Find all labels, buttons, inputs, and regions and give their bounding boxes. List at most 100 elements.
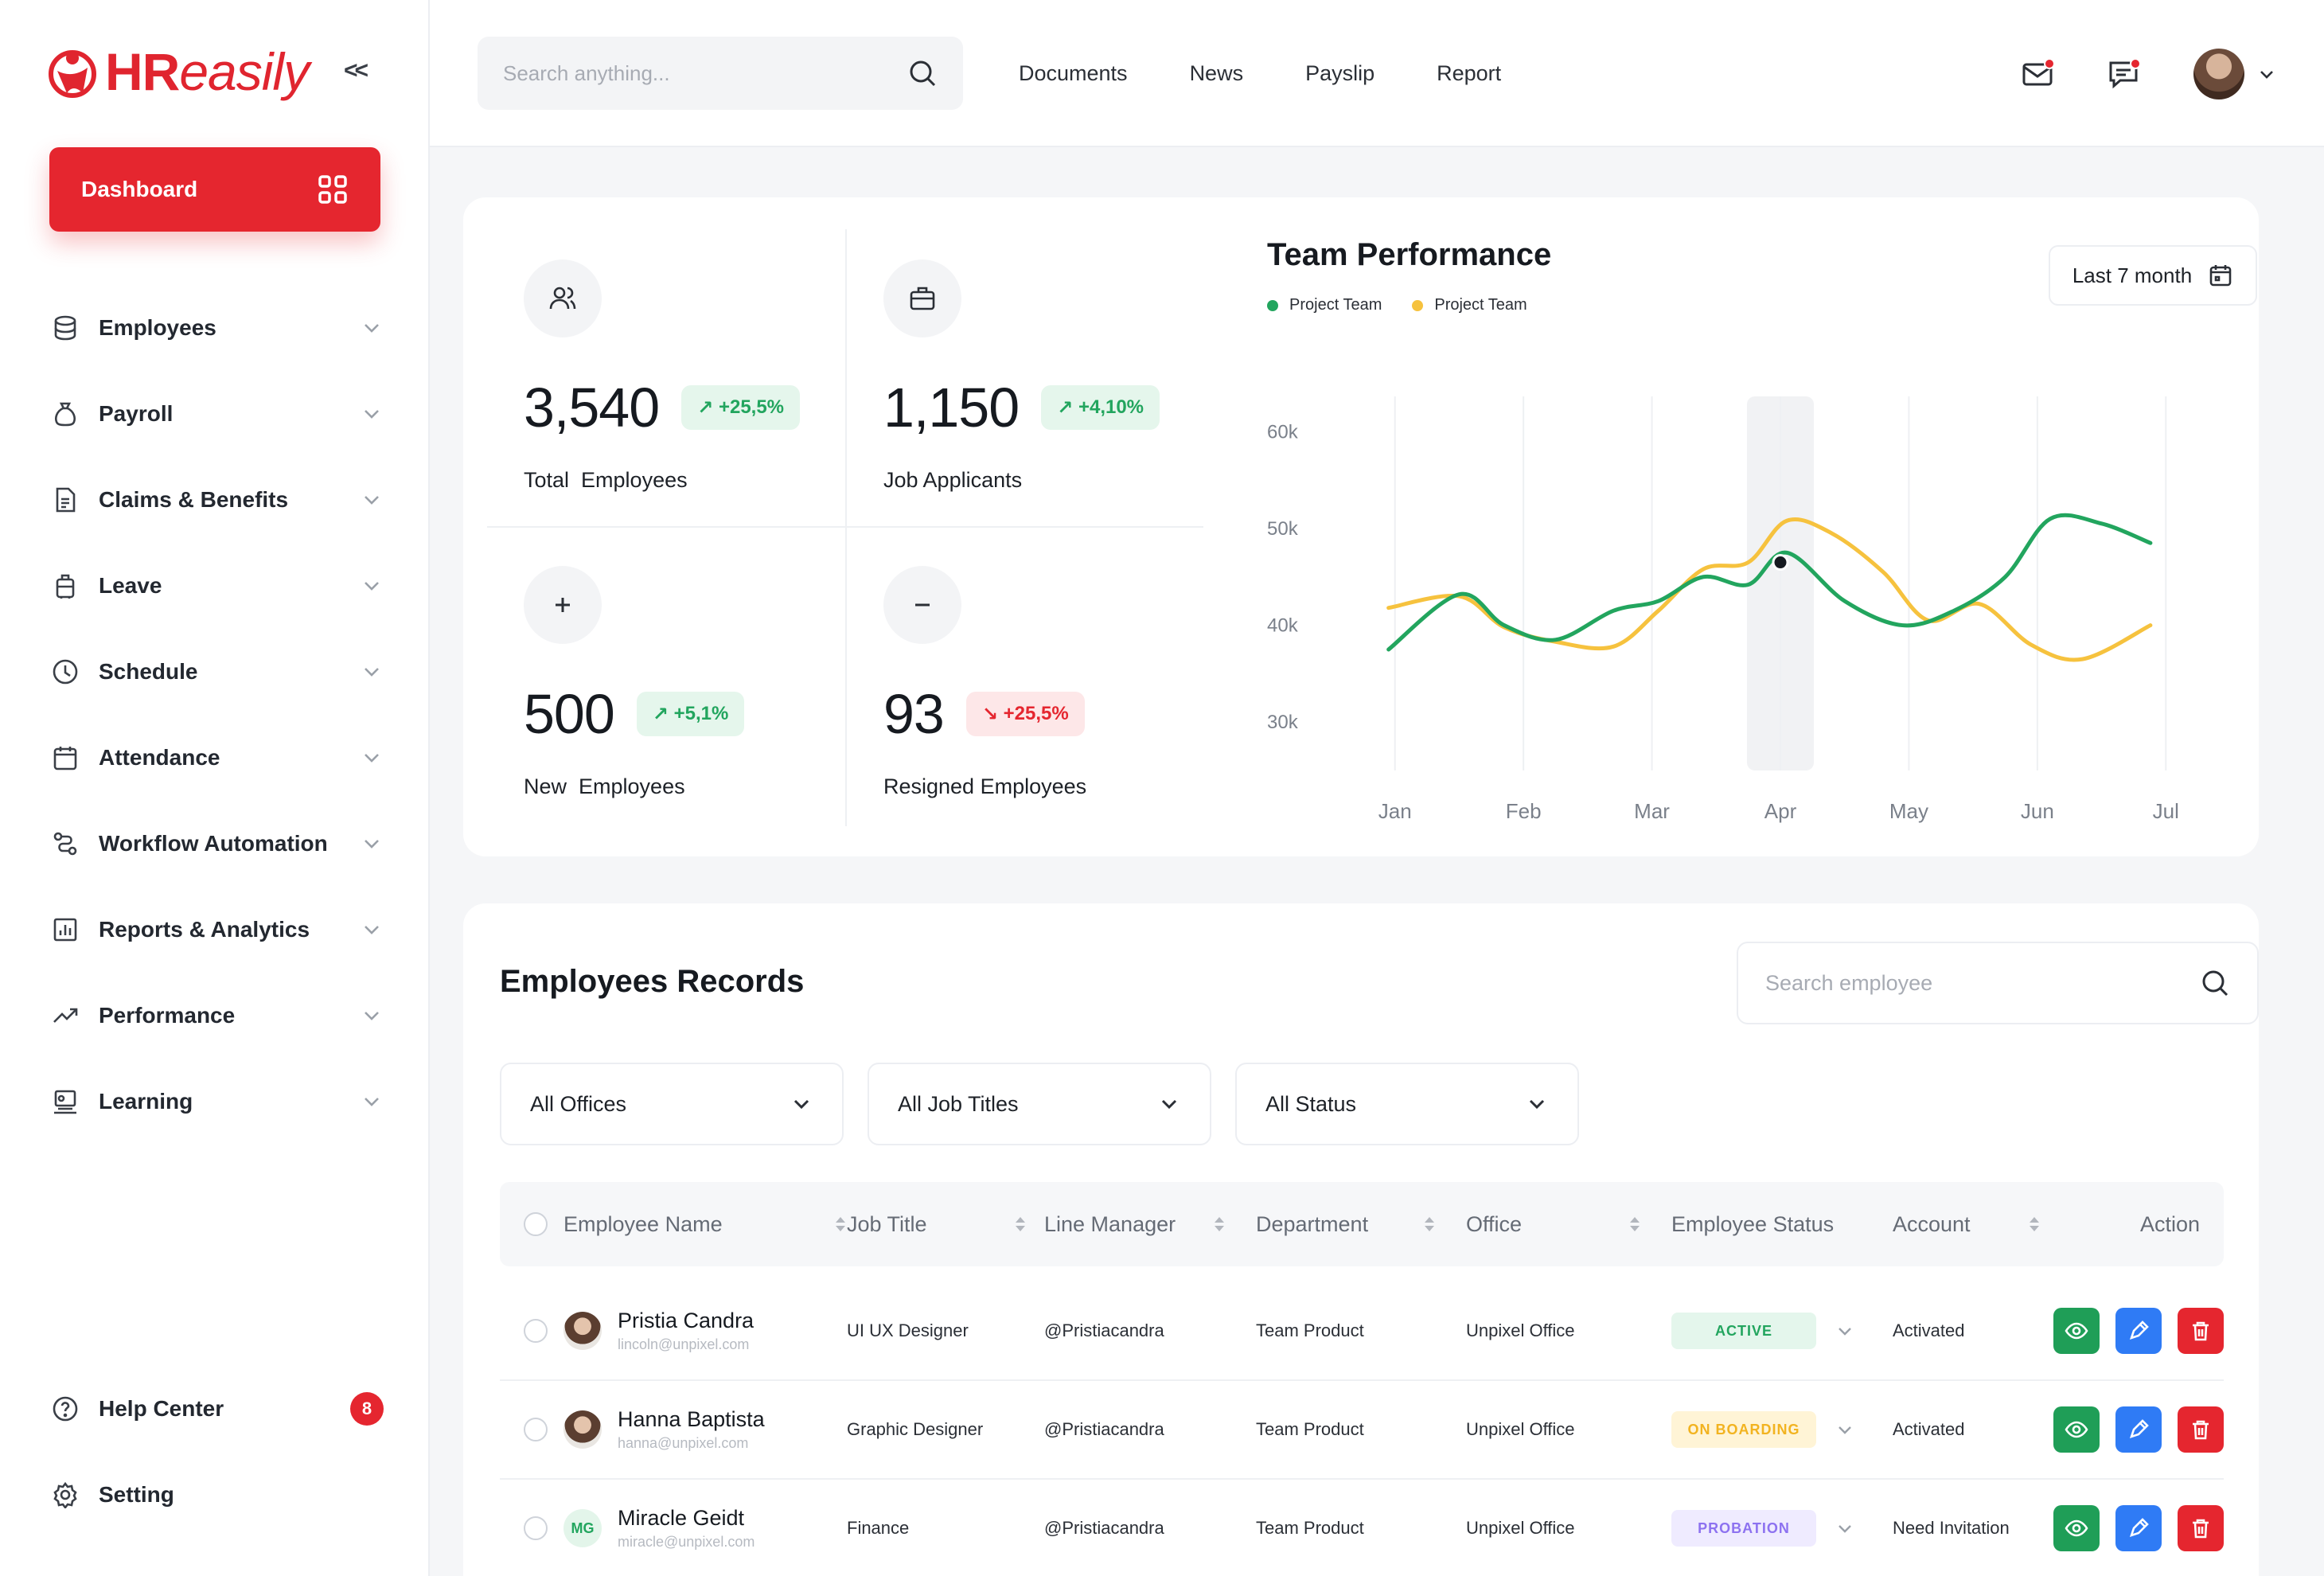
bar-chart-icon xyxy=(49,914,81,946)
line-manager-cell: @Pristiacandra xyxy=(1044,1518,1164,1538)
link-documents[interactable]: Documents xyxy=(1019,61,1128,85)
select-all-checkbox[interactable] xyxy=(524,1212,548,1236)
link-report[interactable]: Report xyxy=(1437,61,1502,85)
user-avatar[interactable] xyxy=(2193,48,2244,99)
sidebar-nav: Employees Payroll Claims & Benefits Leav… xyxy=(49,285,384,1145)
chevron-down-icon[interactable] xyxy=(2257,64,2276,84)
sidebar-bottom-nav: Help Center 8 Setting xyxy=(49,1366,384,1538)
edit-button[interactable] xyxy=(2115,1406,2162,1453)
sidebar-item-payroll[interactable]: Payroll xyxy=(49,371,384,457)
global-search-input[interactable] xyxy=(503,60,907,86)
status-cell[interactable]: ON BOARDING xyxy=(1671,1381,1854,1478)
avatar xyxy=(563,1312,602,1350)
column-header-office[interactable]: Office xyxy=(1466,1182,1641,1266)
action-cell xyxy=(2037,1381,2224,1478)
pencil-icon xyxy=(2129,1518,2149,1538)
search-icon[interactable] xyxy=(907,58,938,88)
sidebar-item-performance[interactable]: Performance xyxy=(49,973,384,1059)
account-cell: Need Invitation xyxy=(1893,1518,2010,1538)
job-title-cell: Graphic Designer xyxy=(847,1419,984,1439)
chevron-down-icon xyxy=(365,754,379,763)
status-badge: ON BOARDING xyxy=(1671,1411,1816,1448)
delete-button[interactable] xyxy=(2178,1406,2224,1453)
link-news[interactable]: News xyxy=(1189,61,1244,85)
sidebar-item-workflow-automation[interactable]: Workflow Automation xyxy=(49,801,384,887)
stat-change-badge: ↗ +5,1% xyxy=(636,692,745,736)
employee-search-input[interactable] xyxy=(1765,970,2200,996)
x-tick-label: Jul xyxy=(2153,799,2179,823)
status-cell[interactable]: ACTIVE xyxy=(1671,1282,1854,1379)
mail-button[interactable] xyxy=(2017,53,2058,95)
sort-icon xyxy=(836,1217,845,1231)
stat-change-badge: ↘ +25,5% xyxy=(965,692,1085,736)
stats-card: 3,540 ↗ +25,5% Total Employees 1,150 ↗ +… xyxy=(463,197,2259,856)
sidebar-item-help-center[interactable]: Help Center 8 xyxy=(49,1366,384,1452)
x-tick-label: May xyxy=(1889,799,1928,823)
document-icon xyxy=(49,484,81,516)
sidebar-item-setting[interactable]: Setting xyxy=(49,1452,384,1538)
sidebar-item-schedule[interactable]: Schedule xyxy=(49,629,384,715)
stat-value: 500 xyxy=(524,683,615,745)
x-tick-label: Jun xyxy=(2021,799,2054,823)
column-header-department[interactable]: Department xyxy=(1256,1182,1436,1266)
column-header-account[interactable]: Account xyxy=(1893,1182,2041,1266)
grid-icon xyxy=(318,175,347,204)
chevron-down-icon xyxy=(365,582,379,591)
eye-icon xyxy=(2065,1322,2088,1340)
sidebar-item-claims-benefits[interactable]: Claims & Benefits xyxy=(49,457,384,543)
line-manager-cell: @Pristiacandra xyxy=(1044,1320,1164,1340)
stat-label: Resigned Employees xyxy=(883,774,1087,798)
column-header-job-title[interactable]: Job Title xyxy=(847,1182,1027,1266)
employee-name[interactable]: Pristia Candra xyxy=(618,1309,755,1332)
stat-new-employees: 500 ↗ +5,1% New Employees xyxy=(524,566,882,799)
status-cell[interactable]: PROBATION xyxy=(1671,1480,1854,1576)
view-button[interactable] xyxy=(2053,1308,2100,1354)
employee-name[interactable]: Hanna Baptista xyxy=(618,1407,765,1431)
delete-button[interactable] xyxy=(2178,1505,2224,1551)
line-manager-cell: @Pristiacandra xyxy=(1044,1419,1164,1439)
brand-logo[interactable]: HReasily xyxy=(46,41,310,102)
chart-legend: Project Team Project Team xyxy=(1267,296,1558,314)
filter-status[interactable]: All Status xyxy=(1235,1063,1579,1145)
minus-icon xyxy=(883,566,961,644)
sidebar-item-learning[interactable]: Learning xyxy=(49,1059,384,1145)
column-header-line-manager[interactable]: Line Manager xyxy=(1044,1182,1226,1266)
row-checkbox[interactable] xyxy=(524,1418,548,1441)
job-title-cell: UI UX Designer xyxy=(847,1320,969,1340)
chat-button[interactable] xyxy=(2103,53,2144,95)
chevron-down-icon xyxy=(365,840,379,848)
filter-offices[interactable]: All Offices xyxy=(500,1063,844,1145)
nav-dashboard-button[interactable]: Dashboard xyxy=(49,147,380,232)
employee-name[interactable]: Miracle Geidt xyxy=(618,1506,745,1530)
row-select-cell xyxy=(524,1381,548,1478)
edit-button[interactable] xyxy=(2115,1308,2162,1354)
chevron-down-icon xyxy=(365,926,379,934)
sidebar-item-reports-analytics[interactable]: Reports & Analytics xyxy=(49,887,384,973)
chevron-down-icon xyxy=(365,668,379,677)
database-icon xyxy=(49,312,81,344)
office-cell: Unpixel Office xyxy=(1466,1518,1575,1538)
view-button[interactable] xyxy=(2053,1406,2100,1453)
collapse-sidebar-button[interactable]: << xyxy=(344,57,368,84)
date-range-select[interactable]: Last 7 month xyxy=(2049,245,2257,306)
employee-email: lincoln@unpixel.com xyxy=(618,1336,750,1352)
select-all-cell xyxy=(524,1182,548,1266)
row-checkbox[interactable] xyxy=(524,1516,548,1540)
filter-job-titles[interactable]: All Job Titles xyxy=(868,1063,1211,1145)
delete-button[interactable] xyxy=(2178,1308,2224,1354)
view-button[interactable] xyxy=(2053,1505,2100,1551)
mail-icon xyxy=(2022,63,2053,85)
legend-dot xyxy=(1267,299,1278,311)
edit-button[interactable] xyxy=(2115,1505,2162,1551)
row-checkbox[interactable] xyxy=(524,1319,548,1343)
sidebar-item-attendance[interactable]: Attendance xyxy=(49,715,384,801)
trash-icon xyxy=(2193,1519,2209,1539)
search-icon[interactable] xyxy=(2200,968,2230,998)
link-payslip[interactable]: Payslip xyxy=(1305,61,1375,85)
y-tick-label: 30k xyxy=(1267,712,1299,733)
column-header-employee-name[interactable]: Employee Name xyxy=(563,1182,847,1266)
calendar-icon xyxy=(49,742,81,774)
chat-unread-dot xyxy=(2130,57,2141,69)
sidebar-item-employees[interactable]: Employees xyxy=(49,285,384,371)
sidebar-item-leave[interactable]: Leave xyxy=(49,543,384,629)
